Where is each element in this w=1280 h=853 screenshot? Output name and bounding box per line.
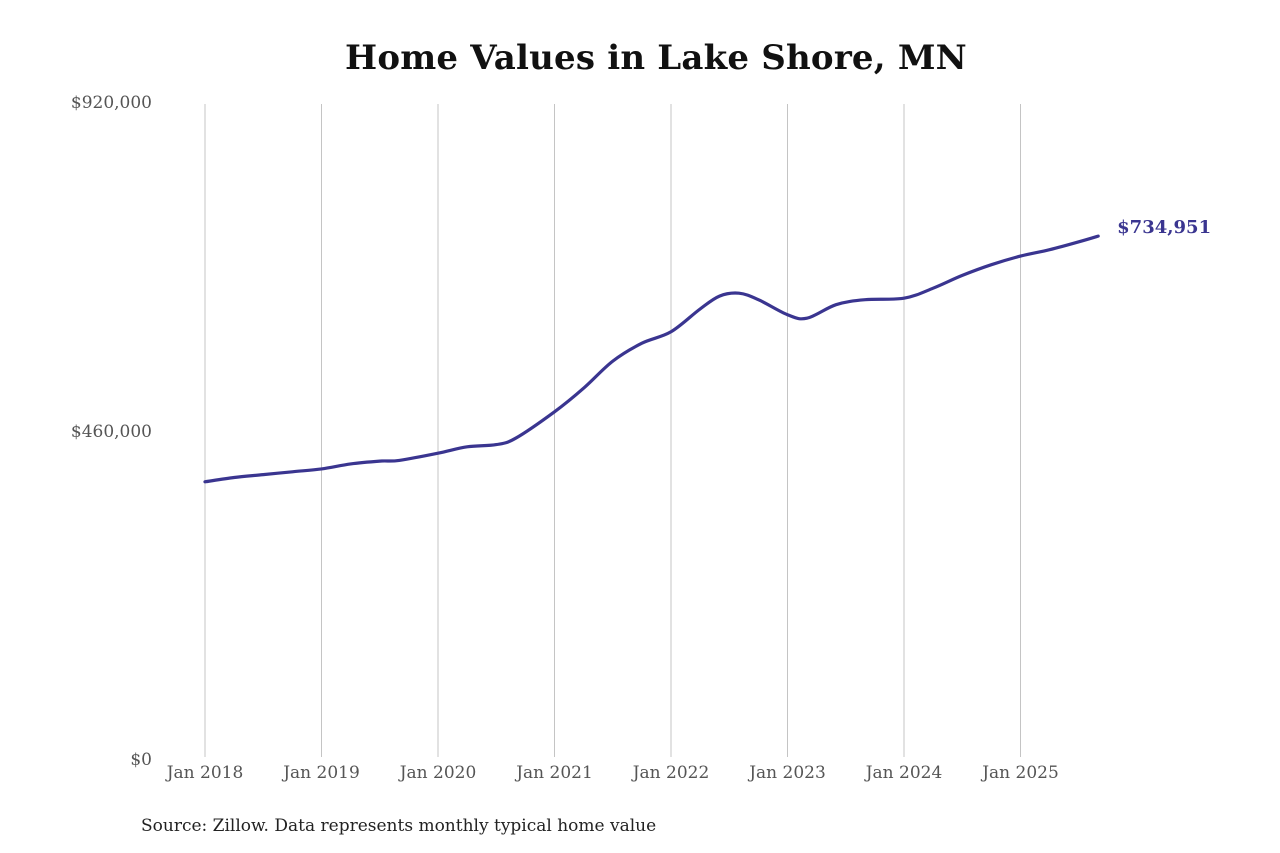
vertical-gridlines <box>204 104 1021 757</box>
end-value-label: $734,951 <box>1117 217 1212 239</box>
x-tick-label: Jan 2021 <box>516 763 593 783</box>
source-note: Source: Zillow. Data represents monthly … <box>141 816 657 836</box>
x-tick-label: Jan 2025 <box>982 763 1059 783</box>
x-tick-label: Jan 2018 <box>166 763 244 783</box>
y-tick-label: $460,000 <box>70 421 152 442</box>
x-tick-label: Jan 2023 <box>749 763 826 783</box>
home-value-line <box>203 234 1100 484</box>
x-tick-label: Jan 2022 <box>632 763 710 783</box>
x-tick-label: Jan 2024 <box>865 763 943 783</box>
y-tick-label: $920,000 <box>70 93 152 113</box>
y-tick-label: $0 <box>130 750 152 770</box>
chart-title: Home Values in Lake Shore, MN <box>345 38 967 78</box>
x-tick-label: Jan 2019 <box>283 763 360 783</box>
x-tick-label: Jan 2020 <box>399 763 477 783</box>
